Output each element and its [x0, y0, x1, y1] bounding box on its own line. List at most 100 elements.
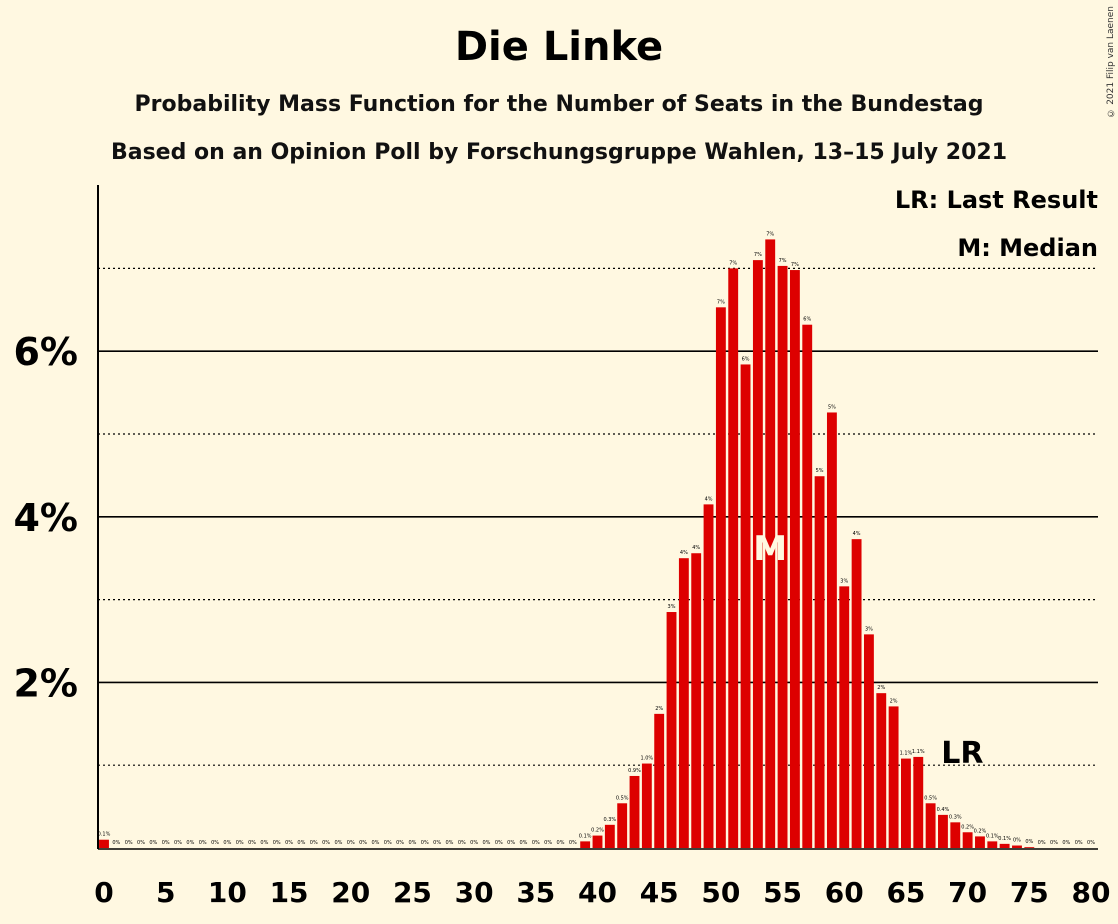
bar-data-label: 5%	[828, 404, 836, 410]
bar-data-label: 2%	[877, 685, 885, 691]
bar-data-label: 0%	[162, 840, 170, 846]
bar-data-label: 4%	[853, 531, 861, 537]
bar-data-label: 0%	[322, 840, 330, 846]
x-tick-label: 35	[516, 876, 555, 909]
bar-data-label: 0%	[1075, 840, 1083, 846]
bar-data-label: 2%	[655, 706, 663, 712]
last-result-marker: LR	[941, 736, 983, 771]
bar-data-label: 0%	[569, 840, 577, 846]
bar-data-label: 0%	[470, 840, 478, 846]
bar	[617, 803, 628, 848]
bar-data-label: 7%	[717, 299, 725, 305]
bar	[789, 270, 800, 848]
bar	[802, 324, 813, 849]
bar-data-label: 0%	[359, 840, 367, 846]
bar-data-label: 2%	[890, 698, 898, 704]
bar-data-label: 0%	[112, 840, 120, 846]
bar-data-label: 0%	[236, 840, 244, 846]
bar-data-label: 0.1%	[98, 832, 111, 838]
bar-data-label: 0%	[199, 840, 207, 846]
bar-data-label: 0%	[223, 840, 231, 846]
bar-data-label: 0.5%	[924, 795, 937, 801]
bar	[777, 265, 788, 848]
bar-data-label: 0%	[433, 840, 441, 846]
bar	[1024, 847, 1035, 848]
bar-data-label: 6%	[803, 317, 811, 323]
bar	[913, 756, 924, 848]
bar-data-label: 0%	[334, 840, 342, 846]
x-tick-label: 65	[886, 876, 925, 909]
y-tick-label: 4%	[13, 496, 78, 540]
bar	[691, 553, 702, 848]
bar	[938, 814, 948, 848]
chart-subtitle: Probability Mass Function for the Number…	[134, 92, 984, 117]
bar	[987, 841, 998, 848]
bar	[715, 307, 726, 848]
x-tick-label: 5	[156, 876, 175, 909]
bar	[863, 634, 874, 848]
bar-data-label: 0%	[458, 840, 466, 846]
bar-data-label: 0%	[544, 840, 552, 846]
bar-data-label: 0%	[137, 840, 145, 846]
bar	[740, 364, 751, 848]
bar-data-label: 0%	[396, 840, 404, 846]
bar-data-label: 0%	[532, 840, 540, 846]
bar-data-label: 0%	[273, 840, 281, 846]
bar-data-label: 7%	[729, 260, 737, 266]
bar-data-label: 0.3%	[949, 814, 962, 820]
bar	[962, 832, 973, 848]
bar	[999, 843, 1010, 848]
bar-data-label: 0%	[310, 840, 318, 846]
bar	[752, 260, 763, 848]
bar-data-label: 3%	[668, 604, 676, 610]
bar-data-label: 0.2%	[591, 828, 604, 834]
bar-data-label: 0.1%	[986, 833, 999, 839]
bar-data-label: 3%	[865, 626, 873, 632]
bar	[839, 586, 850, 848]
x-tick-label: 10	[208, 876, 247, 909]
bar-data-label: 4%	[705, 496, 713, 502]
bar	[1012, 845, 1022, 848]
bar-data-label: 0%	[285, 840, 293, 846]
bar-data-label: 0%	[1038, 840, 1046, 846]
bar-data-label: 0%	[1062, 840, 1070, 846]
bar-data-label: 0%	[125, 840, 133, 846]
bar-data-label: 0.9%	[628, 768, 641, 774]
bar-data-label: 0.2%	[974, 828, 987, 834]
bar-data-label: 0%	[482, 840, 490, 846]
bar-data-label: 0.5%	[616, 795, 629, 801]
bar	[641, 763, 652, 848]
bar	[678, 558, 689, 848]
bar-data-label: 0%	[186, 840, 194, 846]
x-tick-label: 50	[701, 876, 740, 909]
bar-data-label: 0%	[211, 840, 219, 846]
bar-data-label: 0%	[1050, 840, 1058, 846]
bar-data-label: 0%	[1087, 840, 1095, 846]
bar-data-label: 1.1%	[900, 751, 913, 757]
bar-data-label: 0%	[445, 840, 453, 846]
bar-data-label: 0%	[174, 840, 182, 846]
bar-data-label: 0.1%	[998, 836, 1011, 842]
bar-data-label: 4%	[680, 550, 688, 556]
y-tick-label: 2%	[13, 661, 78, 705]
bar-data-label: 1.1%	[912, 749, 925, 755]
bar-data-label: 7%	[766, 231, 774, 237]
bar	[876, 693, 887, 848]
bar	[765, 239, 776, 849]
bar-data-label: 0%	[384, 840, 392, 846]
x-tick-label: 75	[1010, 876, 1049, 909]
bar-data-label: 0.3%	[603, 817, 616, 823]
bar	[629, 775, 640, 848]
bar-data-label: 0.2%	[961, 824, 974, 830]
x-tick-label: 15	[270, 876, 309, 909]
x-tick-label: 40	[578, 876, 617, 909]
bar	[888, 706, 899, 848]
bar	[604, 824, 615, 848]
bar	[592, 835, 603, 848]
bar	[826, 412, 837, 848]
bar-data-label: 0%	[495, 840, 503, 846]
bar-data-label: 1.0%	[640, 756, 653, 762]
bar-data-label: 0%	[507, 840, 515, 846]
bar-data-label: 0%	[1025, 839, 1033, 845]
legend-median: M: Median	[957, 234, 1098, 262]
